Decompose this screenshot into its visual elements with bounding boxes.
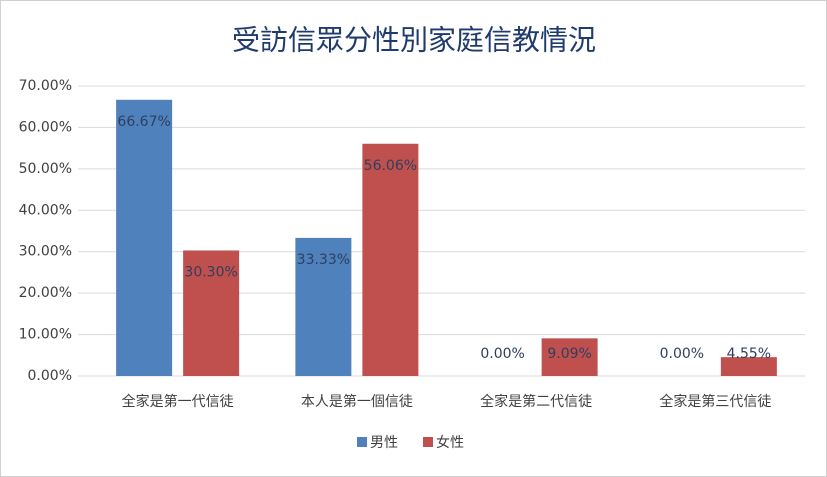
data-label: 4.55%	[727, 346, 771, 362]
legend-swatch	[357, 437, 367, 447]
y-tick-label: 70.00%	[19, 78, 72, 94]
data-label: 0.00%	[660, 346, 704, 362]
y-tick-label: 20.00%	[19, 285, 72, 301]
data-label: 0.00%	[480, 346, 524, 362]
x-tick-label: 本人是第一個信徒	[301, 393, 413, 410]
x-tick-label: 全家是第一代信徒	[122, 393, 234, 410]
x-tick-label: 全家是第二代信徒	[480, 393, 592, 410]
y-tick-label: 50.00%	[19, 161, 72, 177]
y-tick-label: 40.00%	[19, 202, 72, 218]
x-tick-label: 全家是第三代信徒	[659, 393, 771, 410]
data-label: 9.09%	[547, 346, 591, 362]
data-label: 33.33%	[297, 252, 350, 268]
bar	[362, 143, 419, 376]
data-label: 66.67%	[117, 114, 170, 130]
bar	[116, 99, 173, 376]
data-label: 30.30%	[184, 264, 237, 280]
y-tick-label: 0.00%	[28, 368, 72, 384]
bar	[720, 357, 777, 376]
y-tick-label: 10.00%	[19, 327, 72, 343]
bar	[541, 338, 598, 376]
bar	[183, 250, 240, 376]
legend-label: 女性	[436, 434, 464, 451]
y-tick-label: 30.00%	[19, 244, 72, 260]
y-tick-label: 60.00%	[19, 119, 72, 135]
data-label: 56.06%	[364, 158, 417, 174]
legend-label: 男性	[370, 435, 398, 451]
bar	[295, 237, 352, 376]
chart-title: 受訪信眾分性別家庭信教情況	[232, 24, 596, 57]
legend-swatch	[423, 437, 433, 447]
